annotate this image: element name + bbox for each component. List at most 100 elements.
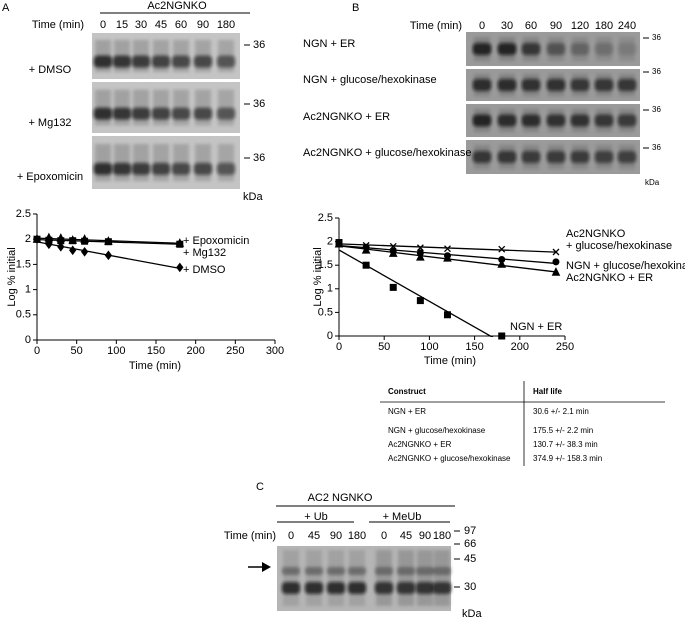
time-point: 90 — [197, 19, 209, 31]
point — [176, 262, 184, 273]
gel-smear — [619, 73, 635, 97]
gel-strip — [466, 32, 640, 66]
x-tick-label: 250 — [556, 341, 574, 353]
gel-smear — [398, 550, 414, 606]
gel-smear — [306, 550, 322, 606]
gel-title: Ac2NGNKO — [147, 0, 207, 12]
series-label: Ac2NGNKO + ER — [566, 272, 654, 284]
unit-label: kDa — [243, 191, 263, 203]
gel-smear — [195, 89, 211, 126]
gel-smear — [133, 89, 149, 126]
gel-smear — [619, 145, 635, 169]
point — [361, 244, 371, 254]
gel-smear — [499, 37, 515, 61]
series-label: NGN + ER — [510, 321, 563, 333]
point — [388, 248, 398, 257]
y-tick-label: 1.5 — [16, 258, 31, 270]
x-tick-label: 100 — [420, 341, 438, 353]
point — [362, 261, 370, 269]
gel-smear — [596, 145, 612, 169]
time-label: Time (min) — [224, 530, 276, 542]
marker-label: 36 — [253, 98, 265, 110]
gel-smear — [572, 108, 588, 133]
gel-smear — [376, 550, 392, 606]
row-label: NGN + glucose/hexokinase — [303, 74, 437, 86]
time-point: 180 — [348, 530, 366, 542]
point — [68, 235, 78, 244]
gel-smear — [548, 108, 564, 133]
gel-smear — [173, 143, 189, 182]
point — [80, 234, 89, 243]
time-point: 45 — [400, 530, 412, 542]
table-cell: Ac2NGNKO + ER — [388, 440, 452, 449]
point — [498, 245, 506, 253]
gel-smear — [474, 108, 490, 133]
gel-smear — [596, 73, 612, 97]
series-label: Ac2NGNKO + glucose/hexokinase — [566, 228, 673, 252]
gel-smear — [548, 37, 564, 61]
time-point: 180 — [595, 20, 613, 32]
gel-smear — [153, 39, 169, 73]
time-point: 180 — [433, 530, 451, 542]
gel-smear — [153, 89, 169, 126]
gel-smear — [474, 145, 490, 169]
marker-label: 36 — [253, 152, 265, 164]
x-tick-label: 200 — [186, 345, 204, 357]
gel-smear — [95, 143, 111, 182]
point — [80, 246, 89, 257]
time-point: 60 — [525, 20, 537, 32]
gel-smear — [499, 145, 515, 169]
gel-strip — [92, 82, 240, 133]
gel-smear — [114, 89, 130, 126]
gel-smear — [114, 143, 130, 182]
gel-smear — [548, 145, 564, 169]
x-tick-label: 0 — [34, 345, 40, 357]
table-header: Construct — [388, 387, 426, 396]
gel-strip — [466, 69, 640, 101]
row-label: NGN + ER — [303, 38, 355, 50]
point — [552, 248, 560, 256]
y-tick-label: 2.5 — [16, 208, 31, 220]
gel-smear — [173, 39, 189, 73]
series-label: + Mg132 — [183, 247, 227, 259]
x-tick-label: 150 — [465, 341, 483, 353]
point — [497, 259, 507, 268]
gel-strip — [466, 104, 640, 137]
y-tick-label: 1 — [327, 283, 333, 295]
gel-smear — [548, 73, 564, 97]
gel-smear — [572, 37, 588, 61]
table-cell: Ac2NGNKO + glucose/hexokinase — [388, 454, 511, 463]
gel-smear — [417, 550, 433, 606]
table-cell: NGN + ER — [388, 407, 426, 416]
marker-label: 97 — [464, 525, 476, 537]
x-tick-label: 50 — [378, 341, 390, 353]
marker-label: 36 — [253, 39, 265, 51]
gel-smear — [173, 89, 189, 126]
gel-smear — [474, 37, 490, 61]
y-tick-label: 2 — [327, 236, 333, 248]
row-label: + Mg132 — [28, 117, 71, 129]
point — [444, 245, 451, 253]
y-tick-label: 0 — [327, 330, 333, 342]
gel-smear — [218, 89, 234, 126]
point — [552, 258, 560, 266]
time-point: 90 — [419, 530, 431, 542]
row-label: Ac2NGNKO + ER — [303, 111, 390, 123]
marker-label: 36 — [652, 105, 661, 114]
x-tick-label: 250 — [226, 345, 244, 357]
gel-smear — [499, 73, 515, 97]
point — [443, 253, 452, 262]
time-point: 15 — [116, 19, 128, 31]
time-point: 30 — [135, 19, 147, 31]
gel-smear — [523, 108, 539, 133]
series-label: + Epoxomicin — [183, 235, 250, 247]
y-axis-title: Log % initial — [312, 247, 324, 306]
marker-label: 36 — [652, 67, 661, 76]
marker-label: 45 — [464, 553, 476, 565]
gel-strip — [466, 140, 640, 174]
point — [33, 234, 41, 245]
y-axis-title: Log % initial — [6, 247, 18, 306]
y-tick-label: 2 — [25, 233, 31, 245]
gel-smear — [434, 550, 450, 606]
